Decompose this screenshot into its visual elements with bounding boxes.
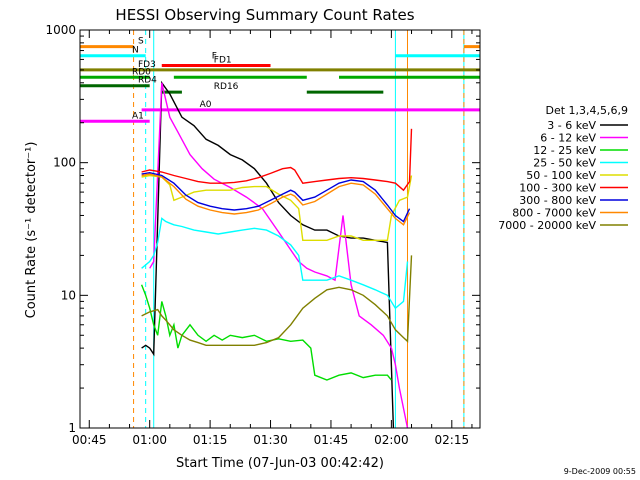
x-tick-label-2: 01:15 <box>193 433 228 447</box>
series-line-3 <box>141 217 409 310</box>
y-tick-label-0: 1 <box>68 421 76 435</box>
x-tick-label-3: 01:30 <box>253 433 288 447</box>
y-axis-label-text: Count Rate (s⁻¹ detector⁻¹) <box>24 142 39 319</box>
series-line-6 <box>141 171 411 223</box>
legend-label-6: 300 - 800 keV <box>519 194 596 207</box>
series-line-2 <box>140 284 392 381</box>
state-bar-label-fd3: FD3 <box>138 60 156 70</box>
legend-label-2: 12 - 25 keV <box>533 144 596 157</box>
legend-label-4: 50 - 100 keV <box>526 169 596 182</box>
y-tick-label-2: 100 <box>53 156 76 170</box>
y-tick-label-1: 10 <box>61 288 76 302</box>
series-line-0 <box>141 80 395 428</box>
series-line-4 <box>141 174 413 242</box>
series-group <box>140 80 413 428</box>
series-line-5 <box>141 128 413 192</box>
x-axis-label: Start Time (07-Jun-03 00:42:42) <box>176 456 384 471</box>
x-tick-label-4: 01:45 <box>314 433 349 447</box>
series-line-1 <box>149 82 409 428</box>
legend-label-8: 7000 - 20000 keV <box>498 219 596 232</box>
chart-title: HESSI Observing Summary Count Rates <box>115 6 414 24</box>
state-bar-label-fd1: FD1 <box>214 56 232 66</box>
x-tick-label-0: 00:45 <box>72 433 107 447</box>
legend-label-0: 3 - 6 keV <box>547 119 596 132</box>
legend-title: Det 1,3,4,5,6,9 <box>545 104 628 117</box>
plot-frame <box>79 29 481 429</box>
state-bar-label-s: S <box>138 37 144 47</box>
state-bar-label-rd0: RD0 <box>132 67 151 77</box>
state-bar-label-a0: A0 <box>200 100 212 110</box>
state-bar-label-rd4: RD4 <box>138 76 157 86</box>
footer-date: 9-Dec-2009 00:55 <box>564 467 636 476</box>
legend-label-5: 100 - 300 keV <box>519 182 596 195</box>
x-tick-label-1: 01:00 <box>132 433 167 447</box>
legend-label-7: 800 - 7000 keV <box>512 207 596 220</box>
y-axis-label: Count Rate (s⁻¹ detector⁻¹) <box>24 142 39 319</box>
series-line-8 <box>141 255 413 346</box>
state-bar-label-f: F <box>212 51 217 61</box>
x-tick-label-5: 02:00 <box>374 433 409 447</box>
state-bar-label-a1: A1 <box>132 111 144 121</box>
legend-label-3: 25 - 50 keV <box>533 157 596 170</box>
state-bar-label-n: N <box>132 46 139 56</box>
legend-label-1: 6 - 12 keV <box>540 132 596 145</box>
y-tick-label-3: 1000 <box>45 23 76 37</box>
x-tick-label-6: 02:15 <box>435 433 470 447</box>
series-line-7 <box>141 173 411 226</box>
state-bar-label-rd16: RD16 <box>214 82 239 92</box>
